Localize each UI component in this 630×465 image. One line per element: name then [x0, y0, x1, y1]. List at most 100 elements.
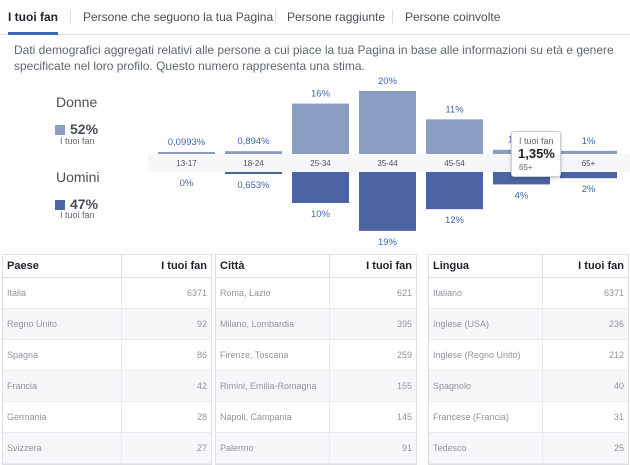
column-divider: [542, 255, 543, 277]
table-body: Italiano 6371 Inglese (USA) 236 Inglese (Reg…: [429, 278, 628, 464]
age-gender-chart: 13-17 0,0993% 0% 18-24 0,894% 0,653% 25-34 16% 1…: [148, 76, 630, 248]
row-fans: 91: [401, 443, 412, 453]
column-header-name[interactable]: Paese: [7, 260, 39, 272]
column-divider: [542, 340, 543, 370]
table-row: Italiano 6371: [429, 278, 628, 309]
tab-your-fans[interactable]: I tuoi fan: [8, 0, 58, 35]
column-header-fans[interactable]: I tuoi fan: [366, 260, 412, 272]
age-tick-label: 18-24: [243, 159, 264, 168]
men-value-label: 4%: [515, 190, 529, 201]
age-tick-label: 45-54: [444, 159, 465, 168]
table-row: Regno Unito 92: [3, 309, 211, 340]
row-name: Rimini, Emilia-Romagna: [220, 381, 317, 391]
column-header-name[interactable]: Lingua: [433, 260, 470, 272]
row-name: Milano, Lombardia: [220, 319, 295, 329]
age-tick-label: 25-34: [310, 159, 331, 168]
row-fans: 40: [613, 381, 624, 391]
women-bar-35-44: [359, 91, 416, 154]
table-row: Francia 42: [3, 371, 211, 402]
tab-reached[interactable]: Persone raggiunte: [287, 10, 386, 24]
country-table: Paese I tuoi fan Italia 6371 Regno Unito 92 Sp…: [2, 254, 212, 465]
table-header: Città I tuoi fan: [216, 255, 416, 278]
description-text: Dati demografici aggregati relativi alle…: [14, 43, 614, 73]
table-row: Svizzera 27: [3, 433, 211, 464]
men-value-label: 19%: [378, 237, 398, 248]
column-divider: [329, 340, 330, 370]
women-value-label: 0,894%: [237, 136, 270, 147]
age-tick-label: 13-17: [176, 159, 197, 168]
men-percent: 47%: [70, 196, 99, 212]
column-divider: [121, 340, 122, 370]
row-fans: 6371: [603, 288, 624, 298]
column-header-fans[interactable]: I tuoi fan: [161, 260, 207, 272]
women-value-label: 1%: [582, 136, 596, 147]
women-bar-13-17: [158, 152, 215, 154]
tab-followers[interactable]: Persone che seguono la tua Pagina: [83, 10, 274, 24]
column-divider: [542, 309, 543, 339]
table-row: Roma, Lazio 621: [216, 278, 416, 309]
column-header-fans[interactable]: I tuoi fan: [578, 260, 624, 272]
column-divider: [329, 255, 330, 277]
men-value-label: 10%: [311, 209, 331, 220]
row-name: Inglese (USA): [433, 319, 490, 329]
women-value-label: 20%: [378, 76, 398, 87]
tab-divider: [70, 10, 71, 24]
row-name: Spagnolo: [433, 381, 472, 391]
table-header: Lingua I tuoi fan: [429, 255, 628, 278]
women-title: Donne: [56, 94, 98, 110]
tooltip-title: I tuoi fan: [519, 136, 554, 146]
row-fans: 28: [196, 412, 207, 422]
row-fans: 212: [608, 350, 624, 360]
column-header-name[interactable]: Città: [220, 260, 245, 272]
tab-divider: [275, 10, 276, 24]
men-bar-25-34: [292, 172, 349, 203]
women-value-label: 0,0993%: [168, 137, 206, 148]
table-header: Paese I tuoi fan: [3, 255, 211, 278]
men-bar-65+: [560, 172, 617, 179]
men-value-label: 12%: [445, 215, 465, 226]
column-divider: [329, 309, 330, 339]
column-divider: [542, 402, 543, 432]
men-value-label: 0%: [180, 178, 194, 189]
table-row: Spagna 86: [3, 340, 211, 371]
row-name: Palermo: [220, 443, 254, 453]
row-name: Firenze, Toscana: [220, 350, 289, 360]
age-tick-label: 35-44: [377, 159, 398, 168]
age-axis-band: [148, 154, 630, 172]
age-tick-label: 65+: [582, 159, 596, 168]
women-value-label: 16%: [311, 89, 331, 100]
table-body: Italia 6371 Regno Unito 92 Spagna 86 Francia 42…: [3, 278, 211, 464]
tab-divider: [392, 10, 393, 24]
men-title: Uomini: [56, 169, 100, 185]
tooltip-age: 65+: [519, 163, 533, 172]
tab-engaged[interactable]: Persone coinvolte: [405, 10, 501, 24]
row-fans: 145: [396, 412, 412, 422]
tooltip-value: 1,35%: [518, 146, 555, 161]
column-divider: [121, 278, 122, 308]
column-divider: [121, 309, 122, 339]
column-divider: [542, 433, 543, 463]
table-row: Rimini, Emilia-Romagna 155: [216, 371, 416, 402]
row-name: Italia: [7, 288, 27, 298]
column-divider: [329, 433, 330, 463]
column-divider: [121, 402, 122, 432]
row-fans: 92: [196, 319, 207, 329]
column-divider: [329, 278, 330, 308]
row-name: Germania: [7, 412, 47, 422]
row-fans: 27: [196, 443, 207, 453]
row-name: Francese (Francia): [433, 412, 510, 422]
column-divider: [121, 433, 122, 463]
women-bar-45-54: [426, 119, 483, 154]
column-divider: [329, 371, 330, 401]
men-bar-45-54: [426, 172, 483, 210]
table-row: Italia 6371: [3, 278, 211, 309]
table-row: Inglese (Regno Unito) 212: [429, 340, 628, 371]
table-row: Napoli, Campania 145: [216, 402, 416, 433]
row-fans: 31: [613, 412, 624, 422]
row-name: Napoli, Campania: [220, 412, 292, 422]
row-fans: 86: [196, 350, 207, 360]
row-name: Tedesco: [433, 443, 467, 453]
row-name: Inglese (Regno Unito): [433, 350, 521, 360]
table-row: Spagnolo 40: [429, 371, 628, 402]
table-row: Inglese (USA) 236: [429, 309, 628, 340]
